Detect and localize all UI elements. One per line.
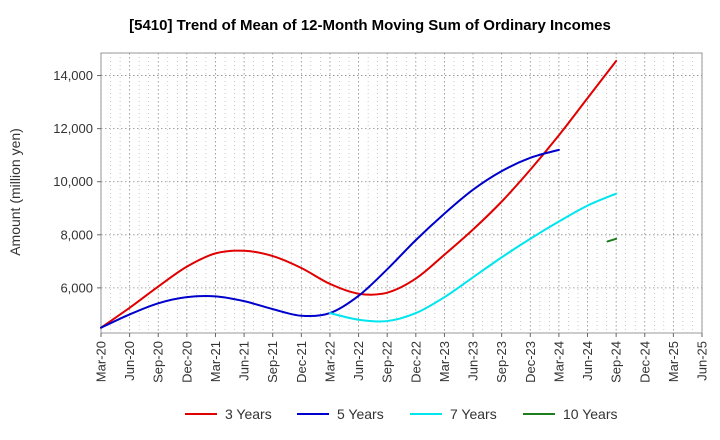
x-tick-label: Dec-21 — [294, 341, 309, 383]
series-line-7-years — [328, 192, 618, 323]
x-tick-label: Mar-23 — [437, 341, 452, 382]
x-tick-label: Mar-21 — [208, 341, 223, 382]
x-tick-label: Sep-24 — [609, 341, 624, 383]
y-tick-label: 6,000 — [60, 280, 93, 295]
x-tick-label: Mar-22 — [322, 341, 337, 382]
x-tick-label: Dec-22 — [408, 341, 423, 383]
x-tick-label: Jun-22 — [351, 341, 366, 381]
x-tick-label: Dec-23 — [523, 341, 538, 383]
y-tick-label: 14,000 — [53, 68, 93, 83]
y-tick-label: 8,000 — [60, 227, 93, 242]
x-tick-label: Dec-20 — [179, 341, 194, 383]
x-tick-label: Jun-25 — [695, 341, 710, 381]
y-axis-label: Amount (million yen) — [7, 128, 23, 256]
x-tick-label: Mar-20 — [94, 341, 109, 382]
legend-label-5-years: 5 Years — [337, 406, 384, 422]
series-layer — [100, 59, 618, 329]
x-tick-label: Sep-21 — [265, 341, 280, 383]
y-tick-labels: 6,000 8,000 10,000 12,000 14,000 — [53, 68, 101, 295]
x-tick-label: Dec-24 — [637, 341, 652, 383]
x-tick-labels: Mar-20 Jun-20 Sep-20 Dec-20 Mar-21 Jun-21 Sep-… — [94, 333, 710, 383]
x-tick-label: Jun-24 — [580, 341, 595, 381]
series-line-10-years — [606, 237, 618, 243]
legend-label-10-years: 10 Years — [563, 406, 618, 422]
x-tick-label: Jun-21 — [237, 341, 252, 381]
x-tick-label: Mar-24 — [551, 341, 566, 382]
x-tick-label: Mar-25 — [666, 341, 681, 382]
chart-title: [5410] Trend of Mean of 12-Month Moving … — [129, 17, 611, 34]
y-tick-label: 10,000 — [53, 174, 93, 189]
x-tick-label: Sep-23 — [494, 341, 509, 383]
x-tick-label: Sep-22 — [380, 341, 395, 383]
legend: 3 Years 5 Years 7 Years 10 Years — [185, 406, 618, 422]
x-tick-label: Jun-23 — [466, 341, 481, 381]
x-tick-label: Sep-20 — [151, 341, 166, 383]
series-line-3-years — [100, 59, 618, 329]
y-tick-label: 12,000 — [53, 121, 93, 136]
grid-layer — [100, 53, 703, 333]
legend-label-7-years: 7 Years — [450, 406, 497, 422]
plot-area — [100, 52, 703, 334]
legend-label-3-years: 3 Years — [225, 406, 272, 422]
x-tick-label: Jun-20 — [122, 341, 137, 381]
